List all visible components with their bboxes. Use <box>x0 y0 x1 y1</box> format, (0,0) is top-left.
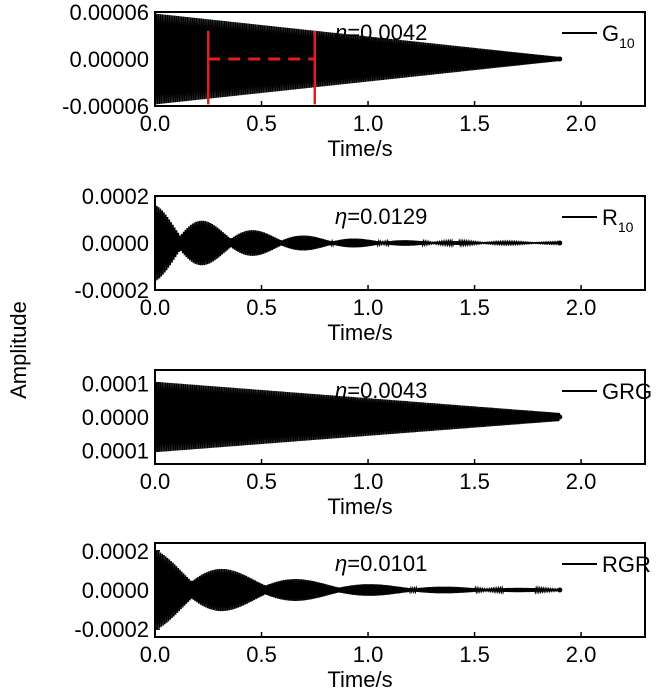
legend-subscript: 10 <box>619 35 635 51</box>
y-tick-label: -0.0002 <box>74 278 149 303</box>
y-tick-label: 0.0001 <box>82 371 149 396</box>
y-tick-label: 0.0000 <box>82 231 149 256</box>
signal-end-point <box>557 414 563 420</box>
y-tick-label: 0.00000 <box>69 47 149 72</box>
x-tick-label: 1.5 <box>459 642 490 667</box>
x-tick-label: 1.5 <box>459 111 490 136</box>
chart-panel-2: 0.0 0.5 1.0 1.5 2.0 0.0002 0.0000 -0.0002 Time/s… <box>74 184 646 345</box>
y-tick-label: 0.0001 <box>82 439 149 464</box>
x-tick-label: 1.5 <box>459 295 490 320</box>
legend-subscript: 10 <box>618 219 634 235</box>
eta-annotation: η=0.0043 <box>335 378 427 403</box>
signal-end-point <box>557 587 563 593</box>
x-tick-label: 0.0 <box>140 469 171 494</box>
chart-panel-3: 0.0 0.5 1.0 1.5 2.0 0.0001 0.0000 0.0001 Time/s η… <box>82 369 652 519</box>
signal-end-point <box>557 56 563 62</box>
legend-main: R <box>602 205 618 230</box>
signal-end-point <box>557 240 563 246</box>
y-tick-label: 0.00006 <box>69 0 149 25</box>
x-tick-label: 2.0 <box>566 111 597 136</box>
legend-main: GRG <box>602 379 652 404</box>
y-tick-label: 0.0002 <box>82 539 149 564</box>
y-tick-label: 0.0000 <box>82 578 149 603</box>
y-axis-label: Amplitude <box>6 301 31 399</box>
x-tick-label: 2.0 <box>566 295 597 320</box>
x-tick-label: 1.5 <box>459 469 490 494</box>
signal-trace <box>154 550 561 630</box>
legend-label: G10 <box>602 21 635 51</box>
x-tick-label: 2.0 <box>566 642 597 667</box>
eta-value: =0.0043 <box>347 378 427 403</box>
legend-main: RGR <box>602 552 651 577</box>
x-tick-label: 1.0 <box>353 642 384 667</box>
x-axis-title: Time/s <box>327 494 392 519</box>
eta-annotation: η=0.0042 <box>335 20 427 45</box>
x-tick-label: 0.0 <box>140 295 171 320</box>
y-tick-label: 0.0002 <box>82 184 149 209</box>
eta-annotation: η=0.0129 <box>335 204 427 229</box>
x-axis-title: Time/s <box>327 136 392 161</box>
eta-symbol: η <box>335 20 347 45</box>
x-tick-label: 0.5 <box>246 295 277 320</box>
x-tick-label: 2.0 <box>566 469 597 494</box>
chart-panel-1: 0.0 0.5 1.0 1.5 2.0 0.00006 0.00000 -0.00006 Tim… <box>62 0 646 161</box>
x-tick-label: 0.5 <box>246 642 277 667</box>
legend-label: GRG <box>602 379 652 404</box>
signal-trace <box>154 381 561 453</box>
eta-annotation: η=0.0101 <box>335 551 427 576</box>
eta-value: =0.0101 <box>347 551 427 576</box>
x-tick-label: 0.5 <box>246 111 277 136</box>
y-tick-label: 0.0000 <box>82 405 149 430</box>
eta-symbol: η <box>335 551 347 576</box>
signal-trace <box>154 13 561 105</box>
x-tick-label: 1.0 <box>353 111 384 136</box>
x-tick-label: 1.0 <box>353 469 384 494</box>
chart-panel-4: 0.0 0.5 1.0 1.5 2.0 0.0002 0.0000 -0.0002 Time/s… <box>74 539 651 692</box>
x-axis-title: Time/s <box>327 667 392 692</box>
signal-trace <box>154 204 561 281</box>
eta-symbol: η <box>335 378 347 403</box>
legend-label: RGR <box>602 552 651 577</box>
eta-value: =0.0129 <box>347 204 427 229</box>
x-tick-label: 0.5 <box>246 469 277 494</box>
y-tick-label: -0.0002 <box>74 617 149 642</box>
eta-value: =0.0042 <box>347 20 427 45</box>
x-axis-title: Time/s <box>327 320 392 345</box>
legend-main: G <box>602 21 619 46</box>
eta-symbol: η <box>335 204 347 229</box>
y-tick-label: -0.00006 <box>62 94 149 119</box>
x-tick-label: 0.0 <box>140 111 171 136</box>
x-tick-label: 0.0 <box>140 642 171 667</box>
legend-label: R10 <box>602 205 634 235</box>
x-tick-label: 1.0 <box>353 295 384 320</box>
